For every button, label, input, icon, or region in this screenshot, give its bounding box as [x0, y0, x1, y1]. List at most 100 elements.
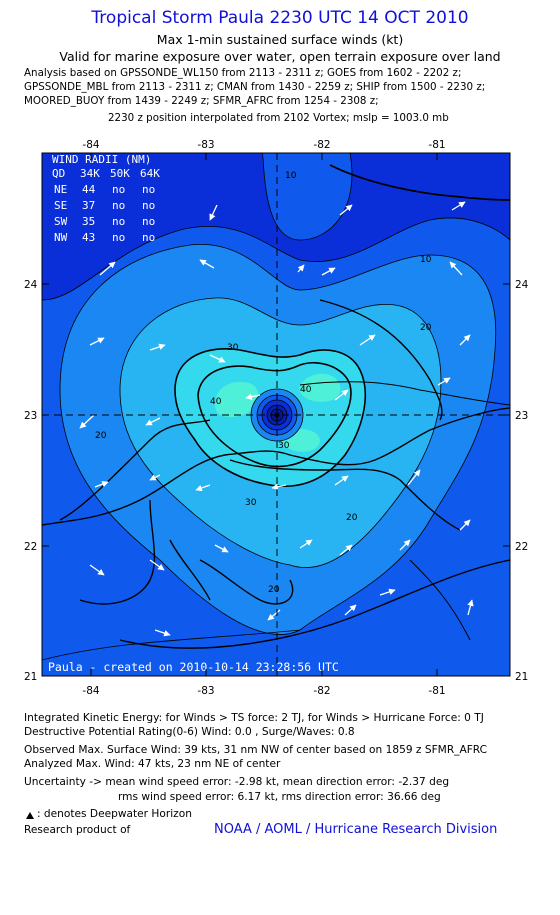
wind-vector-arrow: [344, 604, 357, 616]
svg-text:NW: NW: [54, 231, 68, 244]
wind-vector-arrow: [339, 204, 353, 216]
wind-vector-arrow: [149, 559, 165, 571]
wind-vector-arrow: [467, 599, 474, 616]
wind-vector-arrow: [149, 343, 166, 351]
svg-text:40: 40: [210, 397, 222, 407]
wind-band-core: [215, 381, 259, 418]
svg-text:35: 35: [82, 215, 95, 228]
svg-text:no: no: [112, 199, 125, 212]
svg-text:SW: SW: [54, 215, 68, 228]
wind-vector-arrow: [451, 201, 466, 211]
wind-vector-arrow: [145, 417, 161, 426]
wind-vector-arrow: [245, 393, 261, 400]
wind-vector-arrow: [271, 483, 287, 490]
wind-vector-arrow: [459, 519, 471, 531]
wind-vector-arrow: [399, 539, 411, 551]
wind-vector-arrow: [321, 267, 336, 276]
svg-text:no: no: [112, 215, 125, 228]
contour-lines-bold: [174, 348, 367, 487]
rating-line: Destructive Potential Rating(0-6) Wind: …: [24, 726, 355, 738]
wind-vector-arrow: [209, 354, 226, 363]
uncertainty-line: Uncertainty -> mean wind speed error: -2…: [24, 776, 450, 788]
wind-vector-arrow: [209, 204, 218, 221]
analysis-line: MOORED_BUOY from 1439 - 2249 z; SFMR_AFR…: [24, 95, 379, 107]
svg-text:20: 20: [95, 431, 107, 441]
contour-labels: 10 10 20 20 20 30 30 30 40 40 20: [95, 171, 432, 595]
wind-vector-arrow: [267, 609, 281, 621]
svg-text:30: 30: [245, 498, 257, 508]
svg-text:40: 40: [300, 385, 312, 395]
deepwater-horizon-icon: [26, 812, 34, 819]
lat-tick-label: 23: [24, 410, 37, 422]
svg-text:30: 30: [227, 343, 239, 353]
wind-vector-arrow: [214, 544, 229, 553]
svg-text:no: no: [142, 199, 155, 212]
lon-tick-label: -81: [428, 685, 445, 697]
lat-tick-label: 22: [24, 541, 37, 553]
research-label: Research product of: [24, 824, 131, 836]
map-subtitle: Max 1-min sustained surface winds (kt): [156, 32, 404, 47]
wind-vector-arrow: [407, 469, 421, 486]
lat-tick-label: 24: [515, 279, 529, 291]
svg-text:50K: 50K: [110, 167, 130, 180]
wind-vector-arrow: [99, 261, 116, 276]
position-note: 2230 z position interpolated from 2102 V…: [108, 112, 449, 124]
svg-text:no: no: [142, 183, 155, 196]
wind-vector-arrow: [334, 389, 349, 401]
lon-tick-label: -82: [313, 139, 330, 151]
svg-text:no: no: [112, 183, 125, 196]
lat-tick-label: 22: [515, 541, 528, 553]
wind-vectors: [79, 201, 474, 637]
lon-tick-label: -84: [82, 685, 99, 697]
svg-text:44: 44: [82, 183, 96, 196]
svg-text:10: 10: [285, 171, 297, 181]
wind-vector-arrow: [334, 475, 349, 486]
lat-tick-label: 21: [515, 671, 528, 683]
wind-vector-arrow: [79, 414, 95, 429]
ike-line: Integrated Kinetic Energy: for Winds > T…: [24, 712, 484, 724]
lon-tick-label: -84: [82, 139, 99, 151]
svg-text:no: no: [142, 215, 155, 228]
coastline: [42, 164, 510, 649]
uncertainty-line: rms wind speed error: 6.17 kt, rms direc…: [118, 791, 441, 803]
validity-note: Valid for marine exposure over water, op…: [59, 49, 501, 64]
wind-vector-arrow: [459, 334, 471, 346]
axis-ticks: [42, 153, 510, 676]
svg-text:37: 37: [82, 199, 95, 212]
wind-vector-arrow: [199, 259, 215, 269]
observed-line: Observed Max. Surface Wind: 39 kts, 31 n…: [24, 744, 488, 756]
wind-vector-arrow: [89, 337, 105, 346]
wind-vector-arrow: [154, 629, 171, 637]
wind-vector-arrow: [449, 261, 463, 276]
svg-text:20: 20: [420, 323, 432, 333]
svg-text:30: 30: [278, 441, 290, 451]
lon-tick-label: -83: [197, 139, 214, 151]
deepwater-note: : denotes Deepwater Horizon: [37, 808, 192, 820]
wind-field: 10 10 20 20 20 30 30 30 40 40 20: [42, 153, 510, 676]
svg-text:WIND RADII (NM): WIND RADII (NM): [52, 153, 151, 166]
wind-vector-arrow: [297, 264, 305, 273]
svg-text:10: 10: [420, 255, 432, 265]
svg-text:NE: NE: [54, 183, 67, 196]
org-link[interactable]: NOAA / AOML / Hurricane Research Divisio…: [214, 822, 498, 837]
lat-tick-label: 21: [24, 671, 37, 683]
svg-text:34K: 34K: [80, 167, 100, 180]
wind-vector-arrow: [195, 484, 211, 492]
wind-band-core: [299, 373, 341, 402]
analysis-line: GPSSONDE_MBL from 2113 - 2311 z; CMAN fr…: [24, 81, 486, 93]
wind-vector-arrow: [89, 564, 105, 576]
wind-vector-arrow: [359, 334, 376, 346]
svg-text:no: no: [112, 231, 125, 244]
svg-text:43: 43: [82, 231, 95, 244]
longitude-labels: -84 -83 -82 -81 -84 -83 -82 -81: [82, 139, 445, 697]
svg-text:64K: 64K: [140, 167, 160, 180]
wind-vector-arrow: [149, 474, 161, 481]
lon-tick-label: -82: [313, 685, 330, 697]
lat-tick-label: 24: [24, 279, 38, 291]
map-title: Tropical Storm Paula 2230 UTC 14 OCT 201…: [91, 8, 469, 28]
svg-text:no: no: [142, 231, 155, 244]
svg-text:SE: SE: [54, 199, 67, 212]
analysis-line: Analysis based on GPSSONDE_WL150 from 21…: [24, 67, 462, 79]
wind-radii-table: WIND RADII (NM) QD 34K 50K 64K NE 44 no …: [52, 153, 160, 244]
